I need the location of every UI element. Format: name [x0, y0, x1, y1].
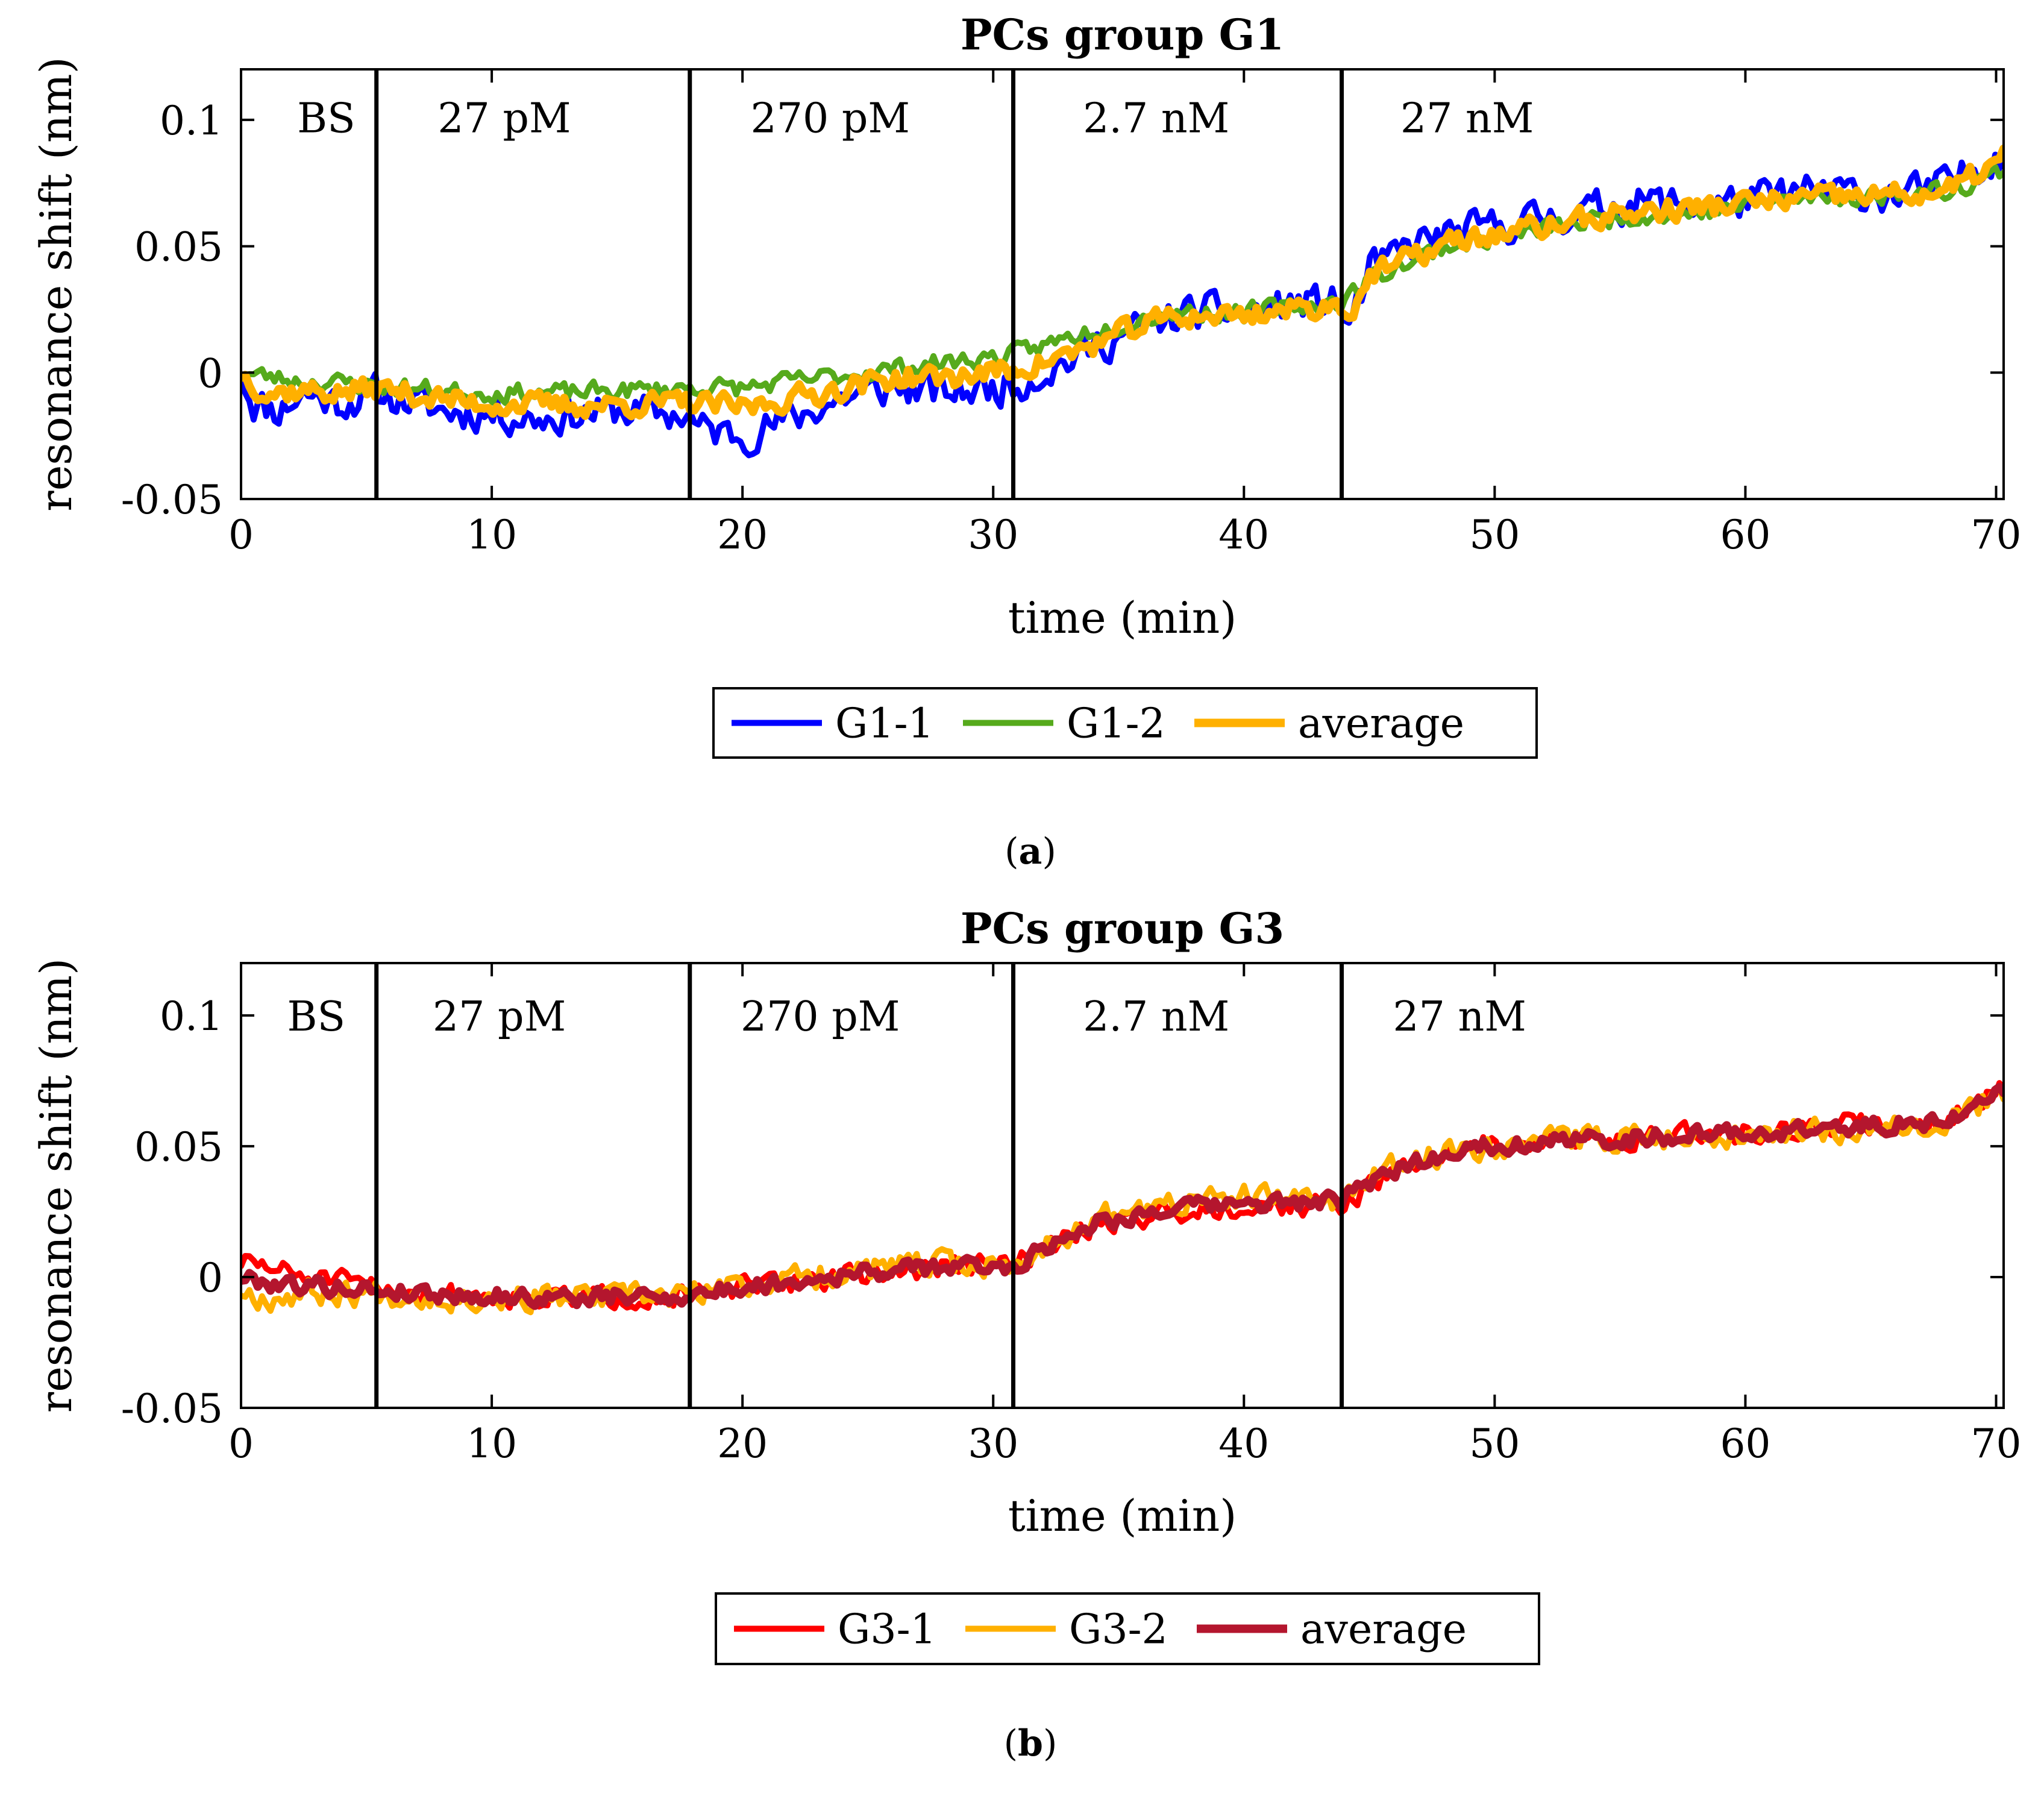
y-tick-label: 0 — [198, 350, 223, 397]
chart-title: PCs group G3 — [961, 903, 1284, 953]
x-tick-label: 20 — [717, 512, 768, 558]
series-line-G3-1 — [241, 1083, 2004, 1308]
x-tick-label: 70 — [1971, 1421, 2022, 1467]
phase-label: 27 nM — [1393, 993, 1526, 1041]
plot-area — [241, 1083, 2004, 1312]
y-tick-label: -0.05 — [121, 477, 223, 523]
legend: G1-1 G1-2 average — [713, 688, 1537, 758]
x-tick-label: 20 — [717, 1421, 768, 1467]
y-tick-label: 0 — [198, 1255, 223, 1301]
y-tick-label: -0.05 — [121, 1386, 223, 1432]
x-tick-label: 50 — [1469, 512, 1520, 558]
x-tick-label: 30 — [968, 512, 1018, 558]
x-tick-label: 0 — [228, 1421, 254, 1467]
x-tick-label: 10 — [466, 1421, 517, 1467]
chart-panel-b: PCs group G3 BS 27 pM 270 pM 2.7 nM 27 nM 0 10 2… — [31, 903, 2022, 1664]
phase-label: 27 pM — [437, 95, 571, 143]
y-tick-label: 0.05 — [134, 1124, 223, 1170]
y-axis-label: resonance shift (nm) — [31, 958, 81, 1413]
figure-canvas: PCs group G1 BS 27 pM 270 pM 2.7 nM 27 nM 0 10 2… — [0, 0, 2044, 1797]
x-tick-label: 0 — [228, 512, 254, 558]
phase-label: 270 pM — [741, 993, 900, 1041]
x-axis-label: time (min) — [1008, 592, 1237, 643]
x-axis-label: time (min) — [1008, 1490, 1237, 1541]
y-tick-label: 0.1 — [160, 993, 223, 1040]
phase-label: 27 nM — [1400, 95, 1534, 143]
x-tick-label: 60 — [1720, 512, 1770, 558]
phase-label: BS — [287, 993, 346, 1041]
phase-label: 27 pM — [433, 993, 566, 1041]
chart-panel-a: PCs group G1 BS 27 pM 270 pM 2.7 nM 27 nM 0 10 2… — [31, 10, 2022, 758]
caption-a-label: a — [1019, 830, 1042, 873]
y-tick-label: 0.05 — [134, 224, 223, 271]
legend-label-G3-1: G3-1 — [838, 1606, 936, 1654]
x-tick-label: 40 — [1218, 512, 1269, 558]
plot-area — [241, 149, 2004, 456]
phase-label: 2.7 nM — [1083, 993, 1229, 1041]
legend-label-average: average — [1298, 700, 1464, 748]
y-tick-label: 0.1 — [160, 98, 223, 144]
legend-label-G3-2: G3-2 — [1069, 1606, 1168, 1654]
legend: G3-1 G3-2 average — [716, 1593, 1539, 1664]
chart-title: PCs group G1 — [961, 10, 1284, 60]
phase-label: 270 pM — [750, 95, 910, 143]
phase-label: 2.7 nM — [1083, 95, 1229, 143]
legend-label-G1-2: G1-2 — [1067, 700, 1165, 748]
x-tick-label: 50 — [1469, 1421, 1520, 1467]
phase-label: BS — [297, 95, 356, 143]
legend-label-average: average — [1300, 1606, 1467, 1654]
series-line-average — [241, 1087, 2004, 1306]
x-tick-label: 10 — [466, 512, 517, 558]
x-tick-label: 60 — [1720, 1421, 1770, 1467]
caption-b: (b) — [970, 1722, 1091, 1765]
caption-a: (a) — [970, 830, 1091, 873]
x-tick-label: 70 — [1971, 512, 2022, 558]
x-tick-label: 40 — [1218, 1421, 1269, 1467]
y-axis-label: resonance shift (nm) — [31, 57, 81, 511]
series-line-average — [241, 149, 2004, 416]
caption-b-label: b — [1018, 1722, 1043, 1765]
x-tick-label: 30 — [968, 1421, 1018, 1467]
figure: PCs group G1 BS 27 pM 270 pM 2.7 nM 27 nM 0 10 2… — [0, 0, 2044, 1797]
series-line-G3-2 — [241, 1088, 2004, 1312]
legend-label-G1-1: G1-1 — [835, 700, 934, 748]
